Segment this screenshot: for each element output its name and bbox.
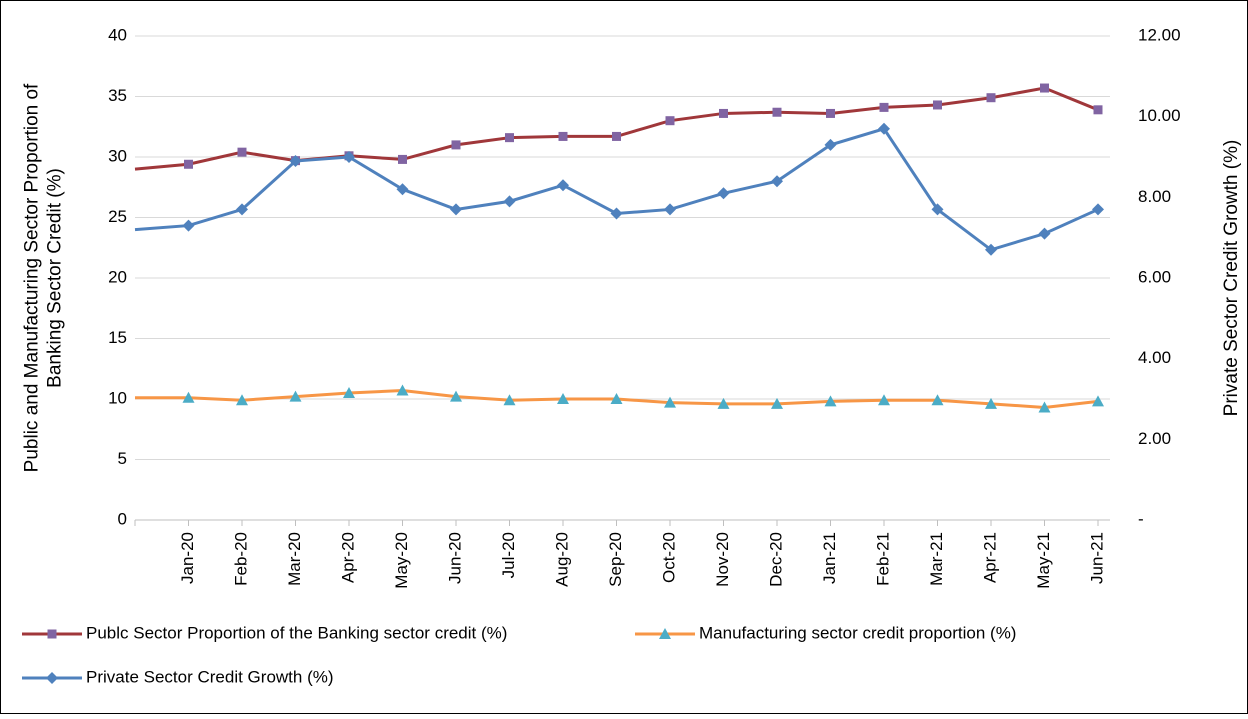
- marker: [610, 207, 623, 220]
- marker: [184, 159, 193, 169]
- marker: [1038, 401, 1051, 413]
- marker: [47, 629, 57, 639]
- marker: [1092, 395, 1104, 407]
- y2-tick-label: 8.00: [1138, 187, 1171, 206]
- marker: [396, 384, 409, 396]
- x-tick-label: Apr-20: [338, 532, 357, 583]
- marker: [289, 155, 302, 168]
- marker: [450, 390, 462, 402]
- x-tick-label: Jun-21: [1087, 532, 1106, 584]
- y-tick-label: 0: [118, 509, 127, 528]
- y2-axis-title: Private Sector Credit Growth (%): [1221, 140, 1242, 417]
- y-tick-label: 40: [108, 25, 127, 44]
- y-tick-label: 15: [108, 328, 127, 347]
- marker: [503, 394, 516, 406]
- marker: [985, 397, 997, 409]
- x-tick-label: Mar-21: [927, 532, 946, 586]
- marker: [986, 93, 996, 103]
- x-tick-label: Dec-20: [766, 532, 785, 587]
- marker: [182, 219, 195, 232]
- y-axis-title: Public and Manufacturing Sector Proporti…: [22, 83, 66, 472]
- marker: [398, 154, 407, 164]
- y2-tick-label: 10.00: [1138, 106, 1181, 125]
- x-tick-label: Feb-21: [873, 532, 892, 586]
- legend-label: Private Sector Credit Growth (%): [86, 667, 334, 686]
- marker: [985, 243, 997, 256]
- x-tick-label: Aug-20: [552, 532, 571, 587]
- marker: [236, 203, 248, 216]
- x-tick-label: Nov-20: [713, 532, 732, 587]
- x-tick-label: Mar-20: [285, 532, 304, 586]
- x-tick-label: Jan-21: [820, 532, 839, 584]
- y2-tick-label: 12.00: [1138, 25, 1181, 44]
- legend-label: Manufacturing sector credit proportion (…: [699, 623, 1016, 642]
- y-tick-label: 10: [108, 388, 127, 407]
- marker: [878, 122, 890, 135]
- y2-tick-label: 4.00: [1138, 348, 1171, 367]
- marker: [664, 396, 676, 408]
- marker: [450, 203, 462, 216]
- marker: [237, 147, 247, 157]
- x-tick-label: May-21: [1034, 532, 1053, 589]
- x-tick-label: Oct-20: [659, 532, 678, 583]
- marker: [824, 138, 837, 151]
- marker: [771, 175, 783, 188]
- marker: [610, 393, 623, 404]
- marker: [46, 672, 58, 684]
- y2-tick-label: 6.00: [1138, 267, 1171, 286]
- y2-tick-label: 2.00: [1138, 429, 1171, 448]
- y-tick-label: 20: [108, 267, 127, 286]
- y-tick-label: 5: [118, 449, 127, 468]
- marker: [343, 386, 355, 398]
- marker: [826, 108, 835, 118]
- marker: [933, 100, 942, 110]
- marker: [878, 394, 890, 406]
- marker: [503, 195, 516, 208]
- y2-tick-label: -: [1138, 509, 1144, 528]
- marker: [717, 187, 730, 200]
- marker: [557, 179, 569, 192]
- marker: [558, 131, 568, 141]
- y-tick-label: 25: [108, 207, 127, 226]
- marker: [931, 394, 944, 406]
- x-tick-label: Apr-21: [980, 532, 999, 583]
- y-axis-title-line: Public and Manufacturing Sector Proporti…: [22, 83, 43, 472]
- marker: [612, 131, 621, 141]
- marker: [717, 397, 730, 409]
- marker: [236, 394, 248, 406]
- x-tick-label: Jun-20: [445, 532, 464, 584]
- marker: [665, 116, 675, 126]
- y-tick-label: 30: [108, 146, 127, 165]
- marker: [343, 151, 355, 163]
- marker: [664, 203, 676, 216]
- marker: [505, 133, 514, 143]
- marker: [1093, 105, 1103, 115]
- y-axis-title-line: Banking Sector Credit (%): [44, 168, 65, 388]
- marker: [879, 102, 889, 112]
- x-tick-label: May-20: [392, 532, 411, 589]
- marker: [289, 390, 302, 402]
- marker: [451, 140, 461, 150]
- x-tick-label: Jul-20: [499, 532, 518, 578]
- marker: [931, 203, 944, 216]
- x-tick-label: Feb-20: [231, 532, 250, 586]
- marker: [557, 393, 569, 404]
- y-tick-label: 35: [108, 86, 127, 105]
- marker: [396, 183, 409, 196]
- legend-label: Publc Sector Proportion of the Banking s…: [86, 623, 507, 642]
- marker: [719, 108, 728, 118]
- marker: [824, 395, 837, 407]
- x-tick-label: Jan-20: [178, 532, 197, 584]
- marker: [182, 391, 195, 403]
- marker: [772, 107, 782, 117]
- marker: [771, 397, 783, 409]
- marker: [659, 628, 671, 639]
- marker: [1038, 227, 1051, 240]
- x-tick-label: Sep-20: [606, 532, 625, 587]
- marker: [1040, 83, 1049, 93]
- marker: [1092, 203, 1104, 216]
